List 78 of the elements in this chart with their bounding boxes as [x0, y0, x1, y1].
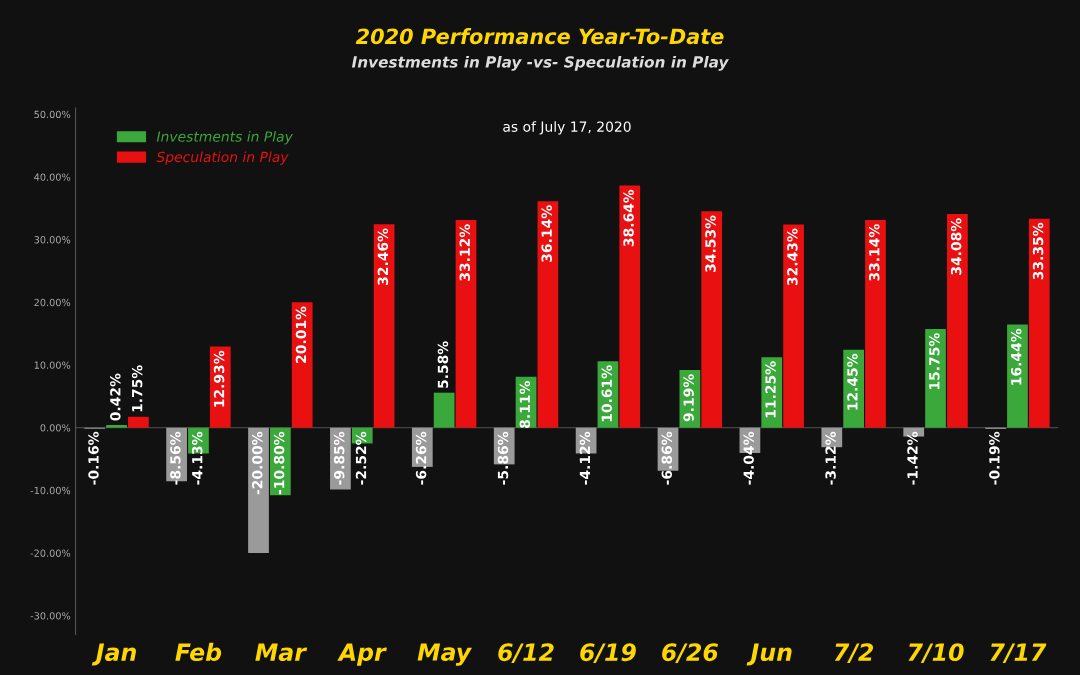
data-label: -0.19%: [989, 431, 1000, 485]
bar: [291, 302, 313, 428]
data-label: 8.11%: [519, 381, 531, 428]
data-label: 15.75%: [929, 333, 940, 389]
data-label: 34.53%: [705, 215, 716, 272]
data-label: -8.56%: [170, 431, 181, 485]
data-label: -10.80%: [273, 431, 285, 495]
bar: [947, 214, 968, 428]
data-label: -5.86%: [497, 431, 509, 485]
bar: [128, 416, 149, 428]
legend-label: Speculation in Play: [156, 151, 289, 165]
y-tick-label: 0.00%: [40, 424, 71, 432]
x-tick-label: 7/2: [834, 643, 874, 663]
data-label: -9.85%: [333, 431, 345, 485]
y-tick-label: 40.00%: [34, 173, 71, 181]
x-tick-label: 7/17: [990, 643, 1047, 663]
x-tick-label: 7/10: [908, 643, 964, 663]
y-tick-label: 50.00%: [34, 110, 71, 119]
data-label: 38.64%: [623, 189, 634, 247]
data-label: 1.75%: [131, 365, 143, 412]
bar: [925, 328, 946, 428]
x-tick-label: 6/19: [580, 643, 636, 663]
y-tick-label: -30.00%: [30, 612, 71, 620]
bar: [865, 219, 886, 428]
bar: [455, 220, 477, 428]
data-label: -1.42%: [907, 431, 918, 485]
bar: [1028, 218, 1050, 428]
data-label: 11.25%: [765, 361, 776, 418]
data-label: 9.19%: [683, 374, 694, 422]
x-tick-label: Apr: [337, 643, 387, 666]
x-tick-label: Mar: [255, 643, 308, 662]
data-label: 16.44%: [1010, 328, 1022, 385]
bar: [106, 425, 127, 428]
data-label: 10.61%: [601, 365, 612, 422]
x-tick-label: May: [417, 643, 473, 666]
data-label: -4.12%: [579, 431, 591, 485]
data-label: 12.45%: [847, 353, 858, 410]
data-label: -4.04%: [743, 431, 754, 485]
data-label: 12.93%: [213, 350, 225, 407]
bar: [373, 224, 395, 428]
data-label: -2.52%: [355, 431, 367, 485]
y-tick-label: -20.00%: [30, 549, 71, 557]
data-label: -6.86%: [661, 431, 673, 485]
annotation: as of July 17, 2020: [503, 121, 631, 135]
data-label: 33.14%: [869, 224, 880, 281]
data-label: 36.14%: [541, 205, 552, 262]
x-tick-label: Jun: [746, 643, 792, 666]
chart-subtitle: Investments in Play -vs- Speculation in Play: [351, 55, 729, 71]
y-tick-label: 30.00%: [34, 236, 71, 244]
bar: [783, 224, 804, 428]
chart-title: 2020 Performance Year-To-Date: [355, 28, 724, 45]
data-label: -20.00%: [252, 431, 263, 495]
bar: [433, 392, 455, 428]
data-label: -3.12%: [825, 431, 836, 485]
data-label: 32.46%: [377, 228, 389, 285]
bar: [248, 427, 269, 554]
y-tick-label: -10.00%: [30, 486, 71, 495]
data-label: -4.13%: [191, 431, 203, 485]
data-label: 34.08%: [950, 218, 962, 275]
bar: [619, 185, 641, 428]
data-label: -6.26%: [415, 431, 427, 485]
x-tick-label: 6/12: [498, 643, 554, 663]
bar: [701, 211, 723, 428]
x-tick-label: Jan: [91, 643, 136, 666]
y-tick-label: 10.00%: [34, 361, 71, 369]
legend-label: Investments in Play: [156, 131, 293, 145]
data-label: -0.16%: [88, 431, 99, 485]
data-label: 32.43%: [787, 228, 798, 286]
data-label: 33.12%: [459, 224, 471, 281]
bar: [1007, 324, 1028, 428]
y-tick-label: 20.00%: [34, 298, 71, 307]
bar: [537, 201, 559, 428]
x-tick-label: Feb: [175, 642, 222, 662]
data-label: 5.58%: [437, 341, 449, 388]
data-label: 33.35%: [1032, 222, 1044, 280]
x-tick-label: 6/26: [662, 643, 718, 663]
data-label: 0.42%: [110, 373, 121, 421]
data-label: 20.01%: [295, 306, 307, 363]
